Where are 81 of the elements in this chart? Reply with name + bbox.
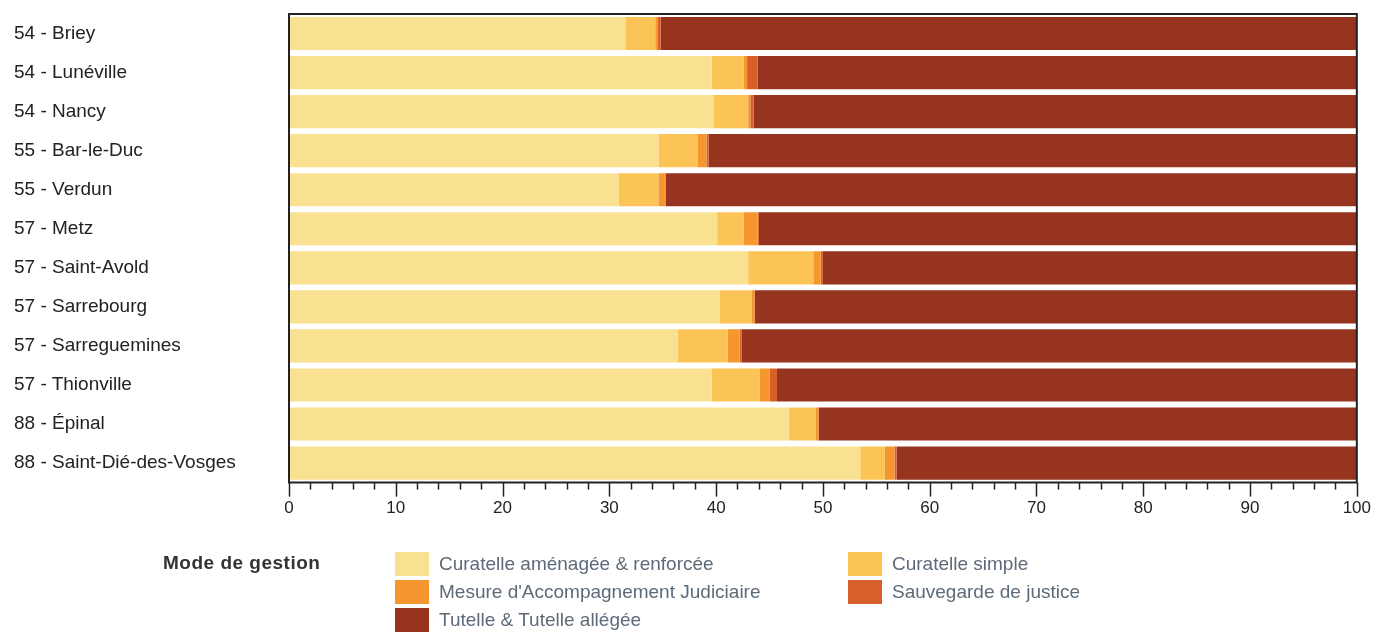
bar — [743, 212, 758, 246]
x-tick-label: 100 — [1342, 498, 1372, 518]
bar — [289, 95, 714, 129]
bar — [769, 368, 777, 402]
x-tick-label: 50 — [813, 498, 833, 518]
bar — [697, 134, 707, 168]
bar — [660, 16, 1357, 51]
x-tick-label: 60 — [920, 498, 940, 518]
bar — [747, 55, 758, 90]
bar — [289, 407, 789, 441]
bar — [860, 446, 885, 480]
bar — [289, 290, 720, 324]
y-tick-label: 54 - Nancy — [14, 99, 107, 121]
bar — [788, 407, 816, 441]
bar — [289, 16, 626, 51]
y-tick-label: 57 - Thionville — [14, 373, 132, 395]
bar — [894, 446, 897, 480]
legend-title: Mode de gestion — [163, 552, 322, 575]
x-tick-label: 40 — [706, 498, 726, 518]
bar — [289, 212, 718, 246]
y-tick-label: 57 - Sarreguemines — [14, 334, 181, 356]
y-tick-label: 57 - Saint-Avold — [14, 256, 149, 278]
x-tick-label: 0 — [284, 498, 294, 518]
bar — [618, 173, 659, 207]
bar — [706, 134, 709, 168]
bar — [658, 134, 698, 168]
x-tick-label: 20 — [493, 498, 513, 518]
bar — [751, 290, 755, 324]
x-tick-label: 90 — [1240, 498, 1260, 518]
y-tick-label: 54 - Briey — [14, 21, 96, 43]
bar — [748, 251, 814, 285]
bar — [289, 368, 712, 402]
bar — [717, 212, 744, 246]
bar — [739, 329, 742, 363]
bar — [818, 407, 1357, 441]
legend-label: Curatelle aménagée & renforcée — [439, 552, 714, 576]
bar — [820, 251, 823, 285]
bar — [759, 368, 770, 402]
bar — [711, 368, 760, 402]
bar — [289, 251, 749, 285]
bar — [289, 134, 659, 168]
bar — [719, 290, 752, 324]
y-tick-label: 88 - Épinal — [14, 412, 105, 434]
bar — [757, 55, 1357, 90]
bar — [289, 446, 861, 480]
bar — [711, 55, 744, 90]
x-tick-label: 80 — [1133, 498, 1153, 518]
bar — [753, 95, 1357, 129]
bar — [658, 173, 666, 207]
bar — [754, 290, 1357, 324]
bar — [665, 173, 1357, 207]
y-tick-label: 55 - Verdun — [14, 177, 113, 199]
legend-label: Curatelle simple — [892, 552, 1029, 576]
x-tick-label: 70 — [1027, 498, 1046, 518]
bar — [896, 446, 1357, 480]
bar — [708, 134, 1357, 168]
legend-label: Tutelle & Tutelle allégée — [439, 608, 642, 632]
x-tick-label: 10 — [386, 498, 406, 518]
bar — [758, 212, 1357, 246]
bar — [289, 173, 619, 207]
bar — [713, 95, 749, 129]
y-tick-label: 55 - Bar-le-Duc — [14, 138, 143, 160]
bar — [813, 251, 821, 285]
bar — [815, 407, 819, 441]
bar — [822, 251, 1357, 285]
bar — [289, 55, 712, 90]
bar — [677, 329, 728, 363]
bar — [727, 329, 740, 363]
bar — [741, 329, 1357, 363]
x-tick-label: 30 — [599, 498, 619, 518]
bar — [625, 16, 656, 51]
legend-label: Sauvegarde de justice — [892, 580, 1081, 604]
bar — [289, 329, 678, 363]
y-tick-label: 88 - Saint-Dié-des-Vosges — [14, 451, 236, 473]
legend-label: Mesure d'Accompagnement Judiciaire — [439, 580, 761, 604]
y-tick-label: 57 - Sarrebourg — [14, 295, 148, 317]
bar — [743, 55, 748, 90]
y-tick-label: 57 - Metz — [14, 217, 94, 239]
bar — [776, 368, 1357, 402]
y-tick-label: 54 - Lunéville — [14, 60, 128, 82]
bar — [884, 446, 895, 480]
